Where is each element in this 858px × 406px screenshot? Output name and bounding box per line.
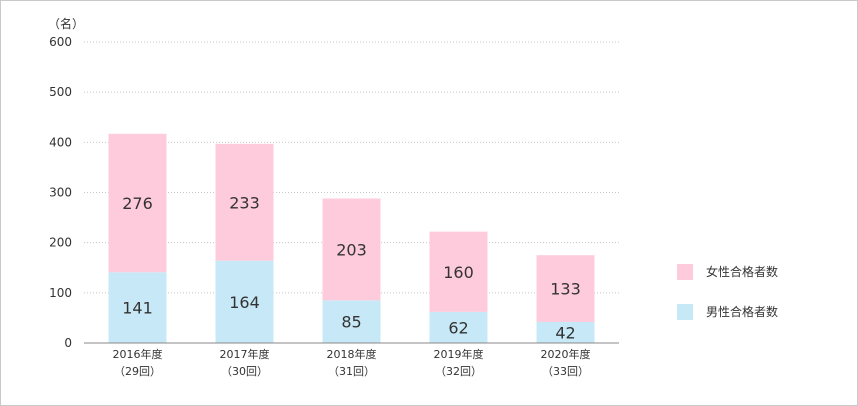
data-label: 233: [229, 193, 260, 212]
bar-male-2017年度: [215, 260, 274, 343]
y-tick-label: 200: [49, 236, 72, 250]
data-label: 133: [550, 280, 581, 299]
legend-swatch: [677, 264, 693, 280]
x-tick-label: 2017年度: [220, 347, 270, 361]
bar-male-2016年度: [108, 272, 167, 343]
data-label: 203: [336, 240, 367, 259]
legend-label: 男性合格者数: [706, 304, 778, 319]
bar-male-2018年度: [322, 300, 381, 343]
bar-female-2020年度: [536, 255, 595, 322]
y-tick-label: 100: [49, 286, 72, 300]
data-label: 160: [443, 263, 474, 282]
y-tick-label: 500: [49, 85, 72, 99]
y-tick-label: 300: [49, 186, 72, 200]
x-tick-sublabel: （29回）: [114, 365, 161, 378]
data-label: 42: [555, 323, 575, 342]
x-tick-label: 2018年度: [327, 347, 377, 361]
bar-male-2020年度: [536, 321, 595, 343]
data-labels: 141 276 164 233 85 203 62 160 42 133: [122, 193, 581, 342]
axes: 0 100 200 300 400 500 600 （名） 2016年度 （29回） 2017年度 （…: [48, 16, 619, 378]
bar-male-2019年度: [429, 311, 488, 343]
x-tick-label: 2020年度: [541, 347, 591, 361]
y-tick-label: 600: [49, 35, 72, 49]
x-tick-sublabel: （32回）: [435, 365, 482, 378]
y-tick-label: 400: [49, 135, 72, 149]
data-label: 164: [229, 293, 260, 312]
bar-female-2018年度: [322, 198, 381, 301]
x-tick-label: 2016年度: [113, 347, 163, 361]
x-tick-sublabel: （31回）: [328, 365, 375, 378]
data-label: 141: [122, 299, 153, 318]
bar-female-2016年度: [108, 133, 167, 273]
data-label: 85: [341, 313, 361, 332]
bars: [108, 133, 595, 343]
legend-swatch: [677, 304, 693, 320]
y-unit-label: （名）: [48, 16, 84, 31]
y-tick-label: 0: [64, 336, 72, 350]
data-label: 62: [448, 318, 468, 337]
data-label: 276: [122, 194, 153, 213]
legend-label: 女性合格者数: [706, 264, 778, 279]
bar-female-2019年度: [429, 231, 488, 312]
x-tick-sublabel: （33回）: [542, 365, 589, 378]
bar-female-2017年度: [215, 143, 274, 261]
x-tick-label: 2019年度: [434, 347, 484, 361]
x-tick-sublabel: （30回）: [221, 365, 268, 378]
